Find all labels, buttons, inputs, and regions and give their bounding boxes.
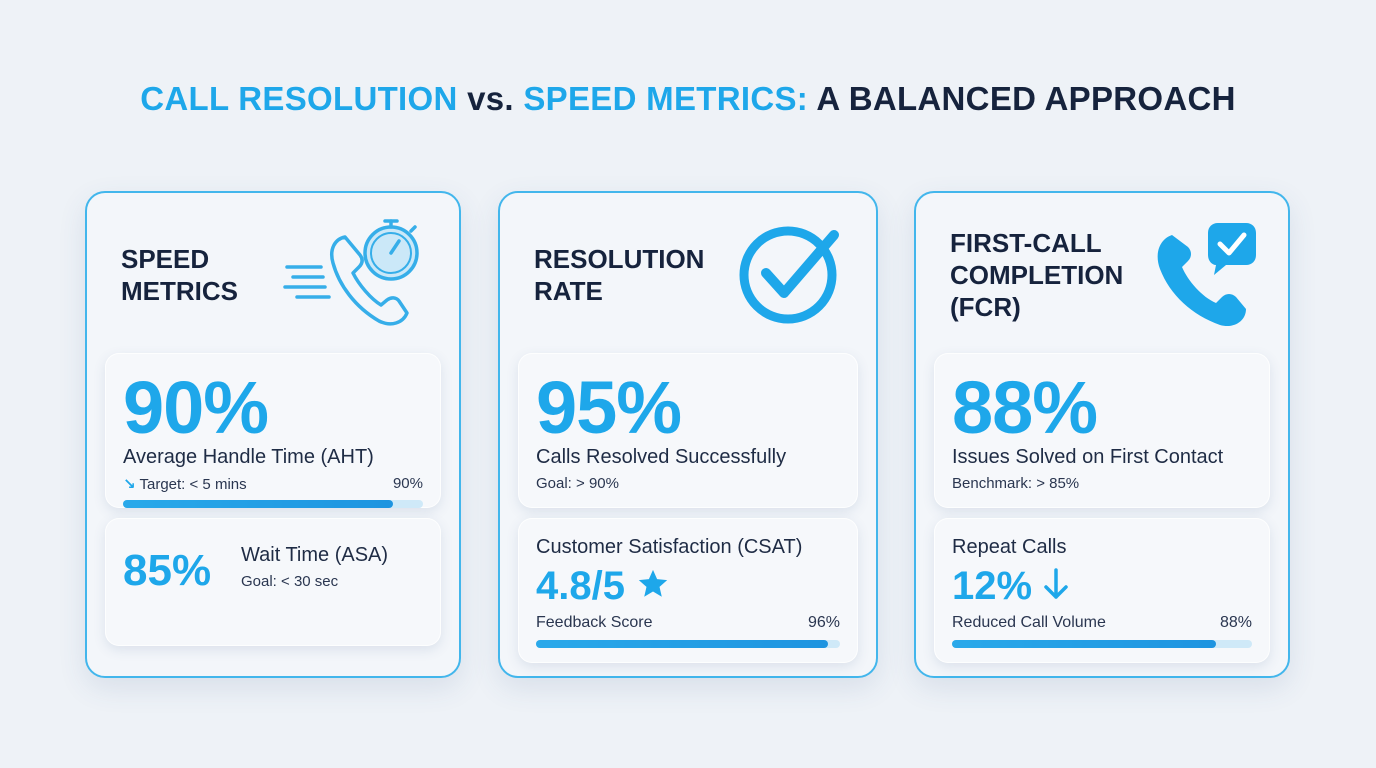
fcr-benchmark: Benchmark: > 85% — [952, 475, 1080, 492]
title-balanced-approach: A BALANCED APPROACH — [808, 80, 1236, 117]
repeat-calls-panel: Repeat Calls 12% Reduced Call Volume 88% — [934, 518, 1270, 663]
resolution-rate-card: RESOLUTION RATE 95% Calls Resolved Succe… — [498, 191, 878, 678]
asa-value: 85% — [123, 546, 212, 595]
phone-check-bubble-icon — [1157, 223, 1256, 327]
aht-progress-fill — [123, 500, 393, 508]
aht-value: 90% — [123, 366, 269, 449]
phone-stopwatch-icon — [283, 219, 419, 326]
title-speed-metrics: SPEED METRICS: — [523, 80, 809, 117]
title-call-resolution: CALL RESOLUTION — [140, 80, 458, 117]
repeat-calls-progress-bar — [952, 640, 1252, 648]
speed-metrics-card: SPEED METRICS 90% Average Handle Time (A… — [85, 191, 461, 678]
asa-label: Wait Time (ASA) — [241, 544, 389, 566]
repeat-calls-progress-fill — [952, 640, 1216, 648]
fcr-value: 88% — [952, 366, 1098, 449]
check-circle-icon — [739, 226, 839, 324]
aht-progress-bar — [123, 500, 423, 508]
repeat-calls-value: 12% — [952, 564, 1069, 609]
aht-target: ↘ Target: < 5 mins — [123, 476, 247, 493]
csat-progress-fill — [536, 640, 828, 648]
card-title: RESOLUTION RATE — [534, 244, 705, 306]
fcr-card: FIRST-CALL COMPLETION (FCR) 88% Issues S… — [914, 191, 1290, 678]
card-title: FIRST-CALL COMPLETION (FCR) — [950, 228, 1124, 322]
resolved-panel: 95% Calls Resolved Successfully Goal: > … — [518, 353, 858, 508]
resolved-label: Calls Resolved Successfully — [536, 446, 787, 468]
repeat-calls-sub: Reduced Call Volume — [952, 614, 1106, 631]
csat-progress-label: 96% — [807, 614, 840, 631]
resolved-value: 95% — [536, 366, 682, 449]
fcr-label: Issues Solved on First Contact — [952, 446, 1224, 468]
repeat-calls-progress-label: 88% — [1219, 614, 1252, 631]
star-icon — [638, 569, 668, 597]
csat-sub: Feedback Score — [536, 614, 653, 631]
title-vs: vs. — [457, 80, 524, 117]
page-title: CALL RESOLUTION vs. SPEED METRICS: A BAL… — [0, 80, 1376, 118]
repeat-calls-label: Repeat Calls — [952, 536, 1067, 558]
csat-label: Customer Satisfaction (CSAT) — [536, 536, 803, 558]
arrow-down-right-icon: ↘ — [123, 476, 136, 493]
csat-panel: Customer Satisfaction (CSAT) 4.8/5 Feedb… — [518, 518, 858, 663]
aht-progress-label: 90% — [392, 475, 423, 492]
aht-label: Average Handle Time (AHT) — [123, 446, 374, 468]
aht-panel: 90% Average Handle Time (AHT) ↘ Target: … — [105, 353, 441, 508]
arrow-down-icon — [1044, 568, 1068, 599]
fcr-panel: 88% Issues Solved on First Contact Bench… — [934, 353, 1270, 508]
asa-panel: 85% Wait Time (ASA) Goal: < 30 sec — [105, 518, 441, 646]
csat-progress-bar — [536, 640, 840, 648]
resolved-goal: Goal: > 90% — [536, 475, 619, 492]
card-title: SPEED METRICS — [121, 244, 238, 306]
csat-value: 4.8/5 — [536, 564, 670, 609]
asa-goal: Goal: < 30 sec — [241, 573, 339, 590]
